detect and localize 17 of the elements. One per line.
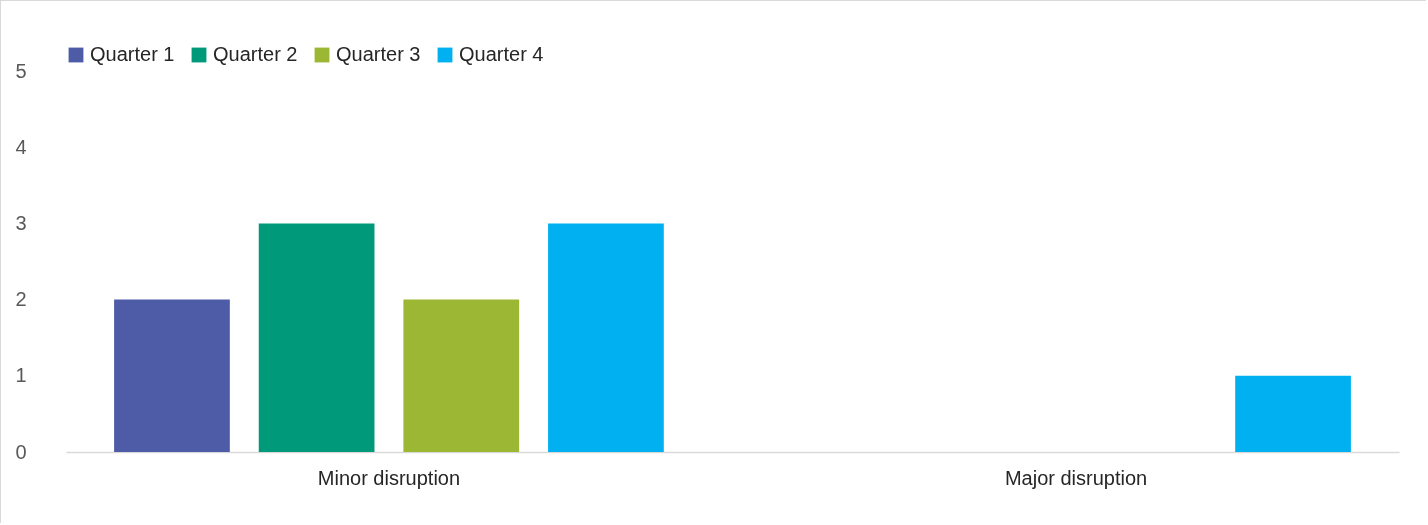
bar: [114, 299, 230, 452]
y-tick-label: 4: [15, 135, 27, 158]
bar: [258, 223, 375, 452]
y-tick-label: 5: [15, 59, 27, 82]
legend-label: Quarter 3: [336, 43, 421, 65]
bar: [548, 223, 664, 452]
bar: [1235, 375, 1351, 452]
x-tick-label: Minor disruption: [317, 466, 461, 489]
y-tick-label: 3: [15, 211, 27, 234]
x-tick-label: Major disruption: [1004, 466, 1148, 489]
y-tick-label: 0: [15, 440, 27, 463]
y-tick-label: 1: [15, 364, 27, 387]
legend-label: Quarter 1: [90, 43, 175, 65]
legend-label: Quarter 2: [213, 43, 298, 65]
legend-label: Quarter 4: [459, 43, 544, 65]
y-tick-label: 2: [15, 288, 27, 311]
bar: [403, 299, 520, 452]
